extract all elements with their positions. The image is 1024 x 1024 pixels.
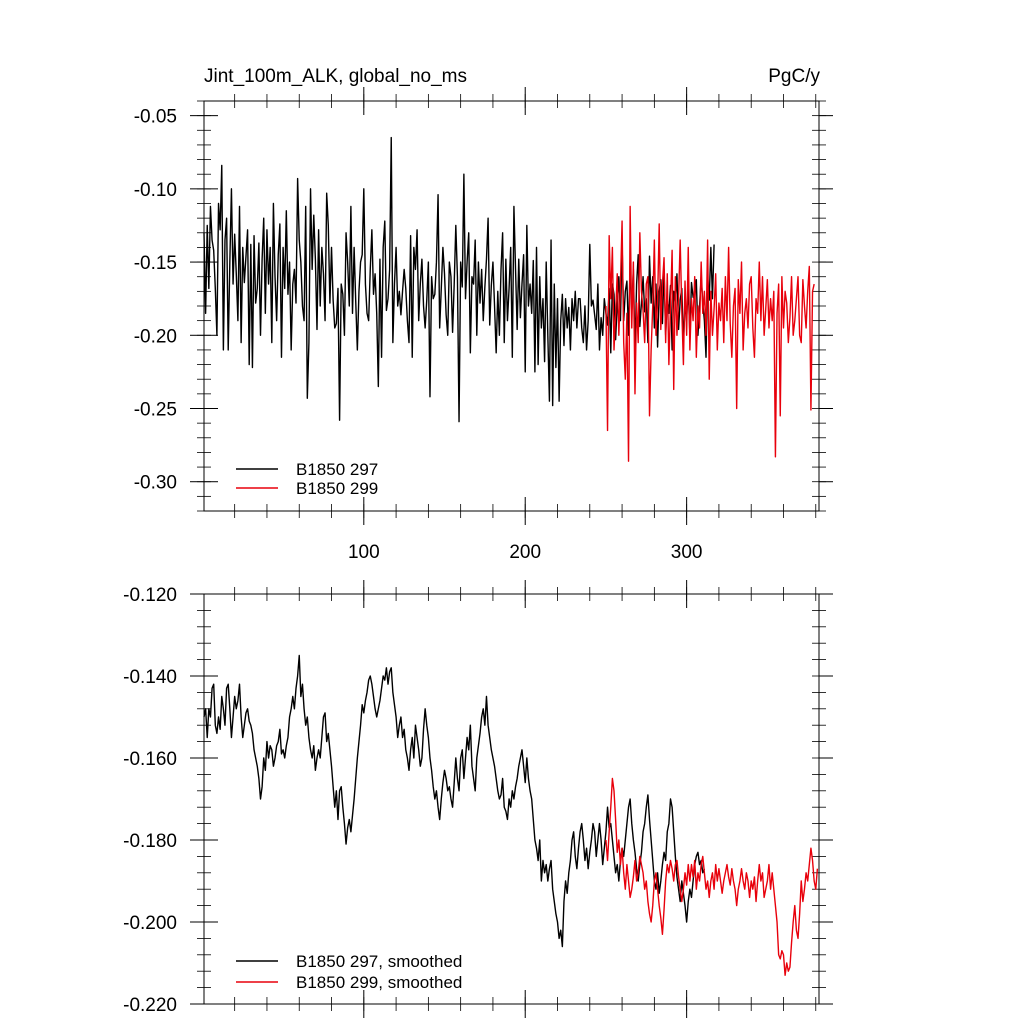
bottom-legend-label-1: B1850 297, smoothed: [296, 952, 462, 971]
bottom-series-line-1: [203, 654, 706, 948]
bottom-panel: -0.120 -0.140 -0.160 -0.180 -0.200 -0.220 B18…: [123, 580, 833, 1018]
top-xtick-label: 100: [348, 542, 380, 563]
bottom-series-line-2: [605, 777, 819, 976]
top-legend-label-1: B1850 297: [296, 460, 378, 479]
top-ytick-label: -0.25: [134, 400, 177, 421]
top-ytick-label: -0.30: [134, 473, 177, 494]
top-panel-lines: [203, 136, 815, 462]
top-ytick-label: -0.05: [134, 107, 177, 128]
top-series-line-2: [605, 205, 815, 462]
top-panel-units: PgC/y: [768, 66, 820, 87]
top-xtick-label: 300: [671, 542, 703, 563]
bottom-panel-frame: [203, 593, 820, 1005]
bottom-ytick-label: -0.200: [123, 913, 177, 934]
bottom-ytick-label: -0.140: [123, 667, 177, 688]
top-legend-label-2: B1850 299: [296, 479, 378, 498]
bottom-panel-legend: B1850 297, smoothed B1850 299, smoothed: [236, 952, 462, 992]
bottom-legend-label-2: B1850 299, smoothed: [296, 973, 462, 992]
top-panel-title: Jint_100m_ALK, global_no_ms: [204, 66, 467, 87]
bottom-ytick-label: -0.180: [123, 831, 177, 852]
top-ytick-label: -0.20: [134, 326, 177, 347]
bottom-panel-lines: [203, 654, 819, 976]
top-ytick-label: -0.10: [134, 180, 177, 201]
bottom-ytick-label: -0.220: [123, 995, 177, 1016]
bottom-ytick-label: -0.120: [123, 585, 177, 606]
top-ytick-label: -0.15: [134, 253, 177, 274]
bottom-panel-ticks: -0.120 -0.140 -0.160 -0.180 -0.200 -0.220: [123, 580, 833, 1018]
top-panel-frame: [203, 100, 820, 512]
bottom-ytick-label: -0.160: [123, 749, 177, 770]
top-panel: Jint_100m_ALK, global_no_ms PgC/y -0.05-…: [134, 66, 833, 563]
top-xtick-label: 200: [509, 542, 541, 563]
top-series-line-1: [203, 136, 715, 423]
top-panel-ticks: -0.05 -0.10 -0.15 -0.20 -0.25 -0.30 100 200 300: [134, 87, 833, 563]
